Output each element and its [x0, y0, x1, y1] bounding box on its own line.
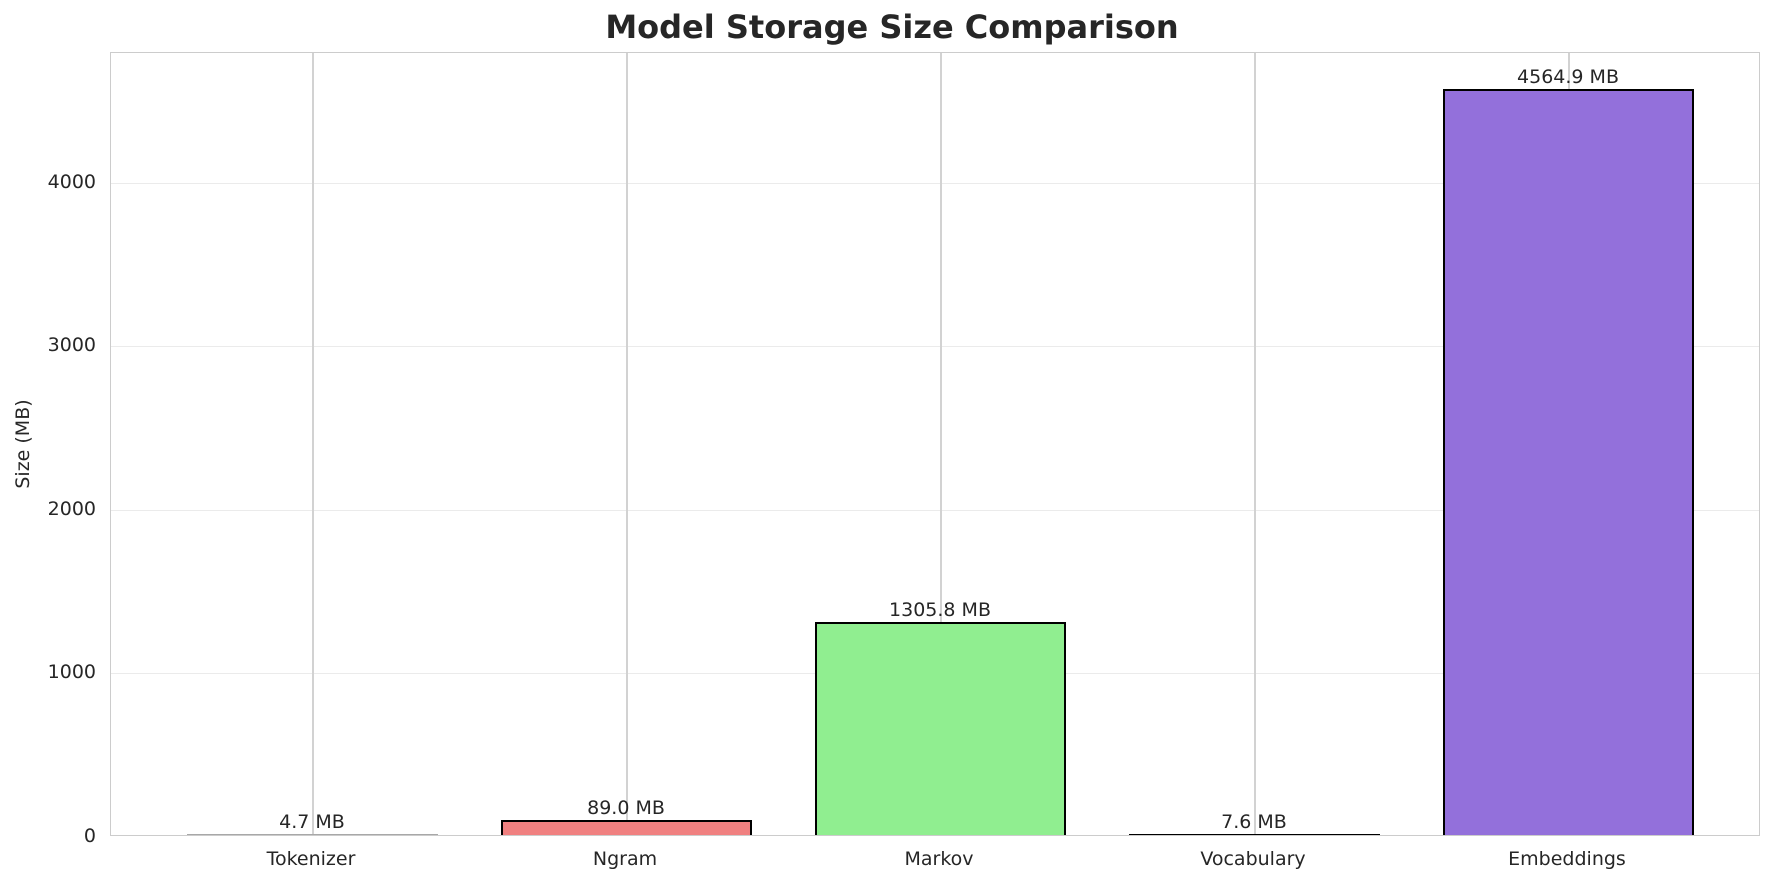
x-tick-label: Ngram [592, 848, 658, 870]
y-axis-label: Size (MB) [12, 399, 34, 489]
vertical-gridline [1254, 53, 1256, 835]
bar-value-label: 7.6 MB [1221, 810, 1287, 833]
y-tick-label: 2000 [47, 497, 96, 520]
bar-ngram [500, 820, 752, 835]
chart-title: Model Storage Size Comparison [605, 8, 1179, 46]
vertical-gridline [626, 53, 628, 835]
bar-value-label: 4564.9 MB [1517, 65, 1619, 88]
bar-value-label: 1305.8 MB [889, 598, 991, 621]
vertical-gridline [312, 53, 314, 835]
horizontal-gridline [111, 182, 1759, 184]
bar-value-label: 4.7 MB [279, 810, 345, 833]
plot-area: 4.7 MB 89.0 MB 1305.8 MB 7.6 MB 4564.9 MB [110, 52, 1760, 836]
y-tick-label: 1000 [47, 661, 96, 684]
horizontal-gridline [111, 509, 1759, 511]
y-tick-label: 0 [83, 825, 96, 847]
x-tick-label: Embeddings [1508, 848, 1626, 870]
x-tick-label: Tokenizer [266, 848, 356, 870]
x-tick-label: Markov [904, 848, 974, 870]
vertical-gridline [940, 53, 942, 835]
bar-tokenizer [186, 833, 438, 835]
bar-vocabulary [1128, 833, 1380, 835]
y-tick-label: 4000 [47, 170, 96, 193]
bar-value-label: 89.0 MB [587, 797, 665, 820]
horizontal-gridline [111, 346, 1759, 348]
x-tick-label: Vocabulary [1200, 848, 1306, 870]
bar-markov [814, 621, 1066, 835]
y-tick-label: 3000 [47, 334, 96, 357]
bar-embeddings [1442, 88, 1694, 835]
